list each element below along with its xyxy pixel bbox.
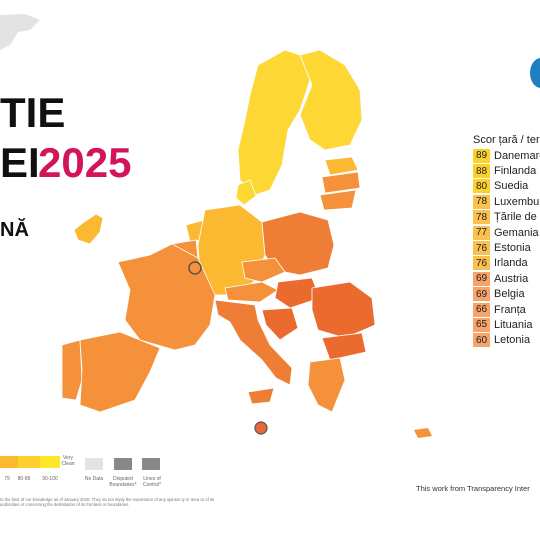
score-row: 66 Franța (473, 302, 540, 317)
country-croatia (261, 307, 299, 341)
legend-swatch-1 (0, 456, 18, 468)
country-cyprus (414, 428, 432, 438)
country-name: Gemania (494, 226, 539, 239)
country-austria (224, 281, 279, 303)
country-name: Luxembur (494, 195, 540, 208)
country-latvia (321, 171, 361, 194)
legend-no-data-label: No Data (84, 476, 104, 482)
legend-very-clean-label: Very Clean (61, 455, 75, 467)
country-name: Franța (494, 303, 526, 316)
country-sweden (237, 49, 311, 196)
score-row: 89 Danemarc (473, 148, 540, 163)
score-value: 78 (473, 210, 490, 225)
title-line3: NĂ (0, 219, 29, 241)
score-value: 69 (473, 271, 490, 286)
score-row: 77 Gemania (473, 225, 540, 240)
country-france (117, 243, 216, 351)
score-row: 76 Irlanda (473, 256, 540, 271)
country-name: Austria (494, 272, 529, 285)
legend-swatch-2 (18, 456, 40, 468)
score-row: 78 Țările de J (473, 210, 540, 225)
country-ireland (73, 213, 104, 245)
score-value: 76 (473, 256, 490, 271)
country-czechia (241, 257, 286, 283)
country-spain (79, 331, 161, 413)
score-value: 89 (473, 148, 490, 163)
score-row: 69 Austria (473, 271, 540, 286)
legend-range-3: 90-100 (42, 476, 58, 482)
legend-range-1: 79 (4, 476, 10, 482)
score-value: 66 (473, 302, 490, 317)
score-row: 76 Estonia (473, 240, 540, 256)
country-denmark (235, 179, 257, 206)
score-list-header: Scor țară / teri (473, 134, 540, 146)
score-value: 77 (473, 225, 490, 240)
country-name: Estonia (494, 242, 531, 255)
country-name: Lituania (494, 318, 533, 331)
score-row: 78 Luxembur (473, 194, 540, 209)
country-hungary (274, 277, 321, 309)
credit-text: This work from Transparency Inter (416, 484, 530, 493)
score-list: 89 Danemarc 88 Finlanda 80 Suedia 78 Luxembur 78… (473, 148, 540, 348)
country-name: Danemarc (494, 149, 540, 162)
title-line2: EI (0, 139, 40, 186)
globe-icon (530, 58, 540, 88)
disclaimer-text: to the best of our knowledge as of Janua… (0, 497, 215, 508)
country-name: Belgia (494, 288, 525, 301)
country-name: Finlanda (494, 165, 537, 178)
country-estonia (324, 156, 359, 176)
luxembourg-marker-icon (188, 261, 202, 275)
greenland-shape (0, 14, 40, 50)
country-name: Irlanda (494, 257, 528, 270)
country-name: Țările de J (494, 211, 540, 224)
score-row: 65 Lituania (473, 317, 540, 332)
legend-range-2: 80-89 (17, 476, 31, 482)
country-sicily (247, 387, 275, 405)
score-value: 65 (473, 317, 490, 332)
country-lithuania (319, 189, 357, 211)
score-row: 88 Finlanda (473, 163, 540, 179)
legend-loc-label: Lines of Control* (142, 476, 162, 488)
country-finland (299, 49, 363, 151)
country-romania (311, 281, 376, 339)
legend-disputed-swatch (114, 458, 132, 470)
title-line1: TIE (0, 89, 66, 136)
score-value: 60 (473, 333, 490, 348)
country-portugal (61, 339, 83, 401)
score-row: 69 Belgia (473, 287, 540, 302)
country-name: Suedia (494, 180, 529, 193)
legend-no-data-swatch (85, 458, 103, 470)
country-greece (307, 357, 346, 413)
country-italy (214, 299, 293, 386)
malta-marker-icon (254, 421, 268, 435)
score-value: 80 (473, 179, 490, 194)
score-row: 80 Suedia (473, 179, 540, 194)
country-bulgaria (321, 332, 367, 361)
score-value: 76 (473, 241, 490, 256)
score-row: 60 Letonia (473, 333, 540, 348)
score-value: 88 (473, 164, 490, 179)
legend-swatch-3 (40, 456, 60, 468)
title-year: 2025 (38, 139, 132, 186)
country-name: Letonia (494, 334, 531, 347)
score-value: 69 (473, 287, 490, 302)
legend-disputed-label: Disputed Boundaries* (109, 476, 137, 488)
score-value: 78 (473, 194, 490, 209)
legend-loc-swatch (142, 458, 160, 470)
